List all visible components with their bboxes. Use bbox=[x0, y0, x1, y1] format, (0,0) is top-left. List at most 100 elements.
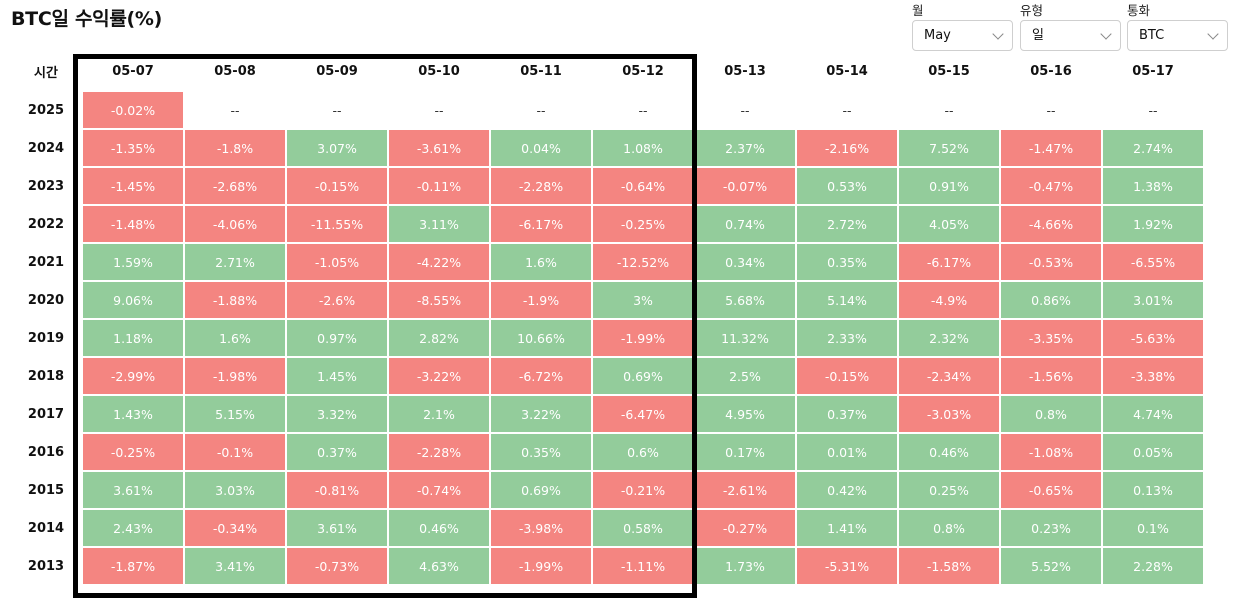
return-cell[interactable]: -0.73% bbox=[287, 548, 387, 584]
return-cell[interactable]: -3.98% bbox=[491, 510, 591, 546]
return-cell[interactable]: -1.98% bbox=[185, 358, 285, 394]
return-cell[interactable]: -1.08% bbox=[1001, 434, 1101, 470]
return-cell[interactable]: 2.1% bbox=[389, 396, 489, 432]
return-cell[interactable]: 0.35% bbox=[797, 244, 897, 280]
return-cell[interactable]: 1.38% bbox=[1103, 168, 1203, 204]
return-cell[interactable]: 0.69% bbox=[593, 358, 693, 394]
return-cell[interactable]: 0.01% bbox=[797, 434, 897, 470]
return-cell[interactable]: -6.17% bbox=[491, 206, 591, 242]
return-cell[interactable]: -4.9% bbox=[899, 282, 999, 318]
return-cell[interactable]: 0.23% bbox=[1001, 510, 1101, 546]
return-cell[interactable]: -1.11% bbox=[593, 548, 693, 584]
return-cell[interactable]: -5.31% bbox=[797, 548, 897, 584]
return-cell[interactable]: -1.56% bbox=[1001, 358, 1101, 394]
return-cell[interactable]: 0.05% bbox=[1103, 434, 1203, 470]
return-cell[interactable]: -1.47% bbox=[1001, 130, 1101, 166]
date-column-header[interactable]: 05-13 bbox=[724, 63, 766, 79]
return-cell[interactable]: -1.35% bbox=[83, 130, 183, 166]
return-cell[interactable]: 2.72% bbox=[797, 206, 897, 242]
return-cell[interactable]: 1.6% bbox=[491, 244, 591, 280]
return-cell[interactable]: 4.74% bbox=[1103, 396, 1203, 432]
return-cell[interactable]: 0.97% bbox=[287, 320, 387, 356]
return-cell[interactable]: -0.64% bbox=[593, 168, 693, 204]
return-cell[interactable]: -1.48% bbox=[83, 206, 183, 242]
return-cell[interactable]: 3.41% bbox=[185, 548, 285, 584]
return-cell[interactable]: 0.34% bbox=[695, 244, 795, 280]
return-cell[interactable]: -2.28% bbox=[491, 168, 591, 204]
return-cell[interactable]: 1.45% bbox=[287, 358, 387, 394]
return-cell[interactable]: -- bbox=[332, 102, 342, 118]
return-cell[interactable]: 5.52% bbox=[1001, 548, 1101, 584]
return-cell[interactable]: 0.35% bbox=[491, 434, 591, 470]
return-cell[interactable]: -2.28% bbox=[389, 434, 489, 470]
return-cell[interactable]: 0.04% bbox=[491, 130, 591, 166]
return-cell[interactable]: -6.55% bbox=[1103, 244, 1203, 280]
return-cell[interactable]: 2.5% bbox=[695, 358, 795, 394]
date-column-header[interactable]: 05-11 bbox=[520, 63, 562, 79]
return-cell[interactable]: 3.07% bbox=[287, 130, 387, 166]
return-cell[interactable]: -- bbox=[842, 102, 852, 118]
return-cell[interactable]: -5.63% bbox=[1103, 320, 1203, 356]
return-cell[interactable]: 2.33% bbox=[797, 320, 897, 356]
return-cell[interactable]: 3.61% bbox=[83, 472, 183, 508]
return-cell[interactable]: -- bbox=[230, 102, 240, 118]
return-cell[interactable]: 3.01% bbox=[1103, 282, 1203, 318]
return-cell[interactable]: 2.71% bbox=[185, 244, 285, 280]
return-cell[interactable]: -1.9% bbox=[491, 282, 591, 318]
return-cell[interactable]: -2.99% bbox=[83, 358, 183, 394]
return-cell[interactable]: -2.34% bbox=[899, 358, 999, 394]
return-cell[interactable]: 0.58% bbox=[593, 510, 693, 546]
return-cell[interactable]: 3.11% bbox=[389, 206, 489, 242]
return-cell[interactable]: -0.74% bbox=[389, 472, 489, 508]
type-select[interactable]: 일 bbox=[1020, 20, 1121, 51]
return-cell[interactable]: -- bbox=[740, 102, 750, 118]
return-cell[interactable]: -3.61% bbox=[389, 130, 489, 166]
return-cell[interactable]: 3.03% bbox=[185, 472, 285, 508]
return-cell[interactable]: -0.15% bbox=[287, 168, 387, 204]
return-cell[interactable]: -1.8% bbox=[185, 130, 285, 166]
return-cell[interactable]: 4.63% bbox=[389, 548, 489, 584]
return-cell[interactable]: 1.73% bbox=[695, 548, 795, 584]
return-cell[interactable]: -0.81% bbox=[287, 472, 387, 508]
return-cell[interactable]: -0.65% bbox=[1001, 472, 1101, 508]
return-cell[interactable]: -0.1% bbox=[185, 434, 285, 470]
return-cell[interactable]: 0.8% bbox=[899, 510, 999, 546]
return-cell[interactable]: -0.02% bbox=[83, 92, 183, 128]
return-cell[interactable]: 0.86% bbox=[1001, 282, 1101, 318]
date-column-header[interactable]: 05-16 bbox=[1030, 63, 1072, 79]
return-cell[interactable]: 2.32% bbox=[899, 320, 999, 356]
return-cell[interactable]: -1.87% bbox=[83, 548, 183, 584]
date-column-header[interactable]: 05-14 bbox=[826, 63, 868, 79]
return-cell[interactable]: -- bbox=[1148, 102, 1158, 118]
return-cell[interactable]: 0.53% bbox=[797, 168, 897, 204]
return-cell[interactable]: 3.32% bbox=[287, 396, 387, 432]
return-cell[interactable]: -2.68% bbox=[185, 168, 285, 204]
date-column-header[interactable]: 05-08 bbox=[214, 63, 256, 79]
return-cell[interactable]: -1.88% bbox=[185, 282, 285, 318]
return-cell[interactable]: 1.18% bbox=[83, 320, 183, 356]
return-cell[interactable]: -2.6% bbox=[287, 282, 387, 318]
return-cell[interactable]: 0.1% bbox=[1103, 510, 1203, 546]
date-column-header[interactable]: 05-15 bbox=[928, 63, 970, 79]
return-cell[interactable]: 0.25% bbox=[899, 472, 999, 508]
return-cell[interactable]: -0.25% bbox=[83, 434, 183, 470]
month-select[interactable]: May bbox=[912, 20, 1013, 51]
return-cell[interactable]: 0.8% bbox=[1001, 396, 1101, 432]
return-cell[interactable]: -6.17% bbox=[899, 244, 999, 280]
return-cell[interactable]: -0.25% bbox=[593, 206, 693, 242]
return-cell[interactable]: 0.46% bbox=[389, 510, 489, 546]
return-cell[interactable]: 0.46% bbox=[899, 434, 999, 470]
return-cell[interactable]: 3.61% bbox=[287, 510, 387, 546]
return-cell[interactable]: 0.6% bbox=[593, 434, 693, 470]
return-cell[interactable]: 1.6% bbox=[185, 320, 285, 356]
return-cell[interactable]: 1.92% bbox=[1103, 206, 1203, 242]
date-column-header[interactable]: 05-09 bbox=[316, 63, 358, 79]
return-cell[interactable]: 0.69% bbox=[491, 472, 591, 508]
return-cell[interactable]: 2.43% bbox=[83, 510, 183, 546]
return-cell[interactable]: -- bbox=[434, 102, 444, 118]
return-cell[interactable]: 0.37% bbox=[287, 434, 387, 470]
return-cell[interactable]: 5.14% bbox=[797, 282, 897, 318]
return-cell[interactable]: -0.27% bbox=[695, 510, 795, 546]
return-cell[interactable]: 0.91% bbox=[899, 168, 999, 204]
return-cell[interactable]: -6.72% bbox=[491, 358, 591, 394]
